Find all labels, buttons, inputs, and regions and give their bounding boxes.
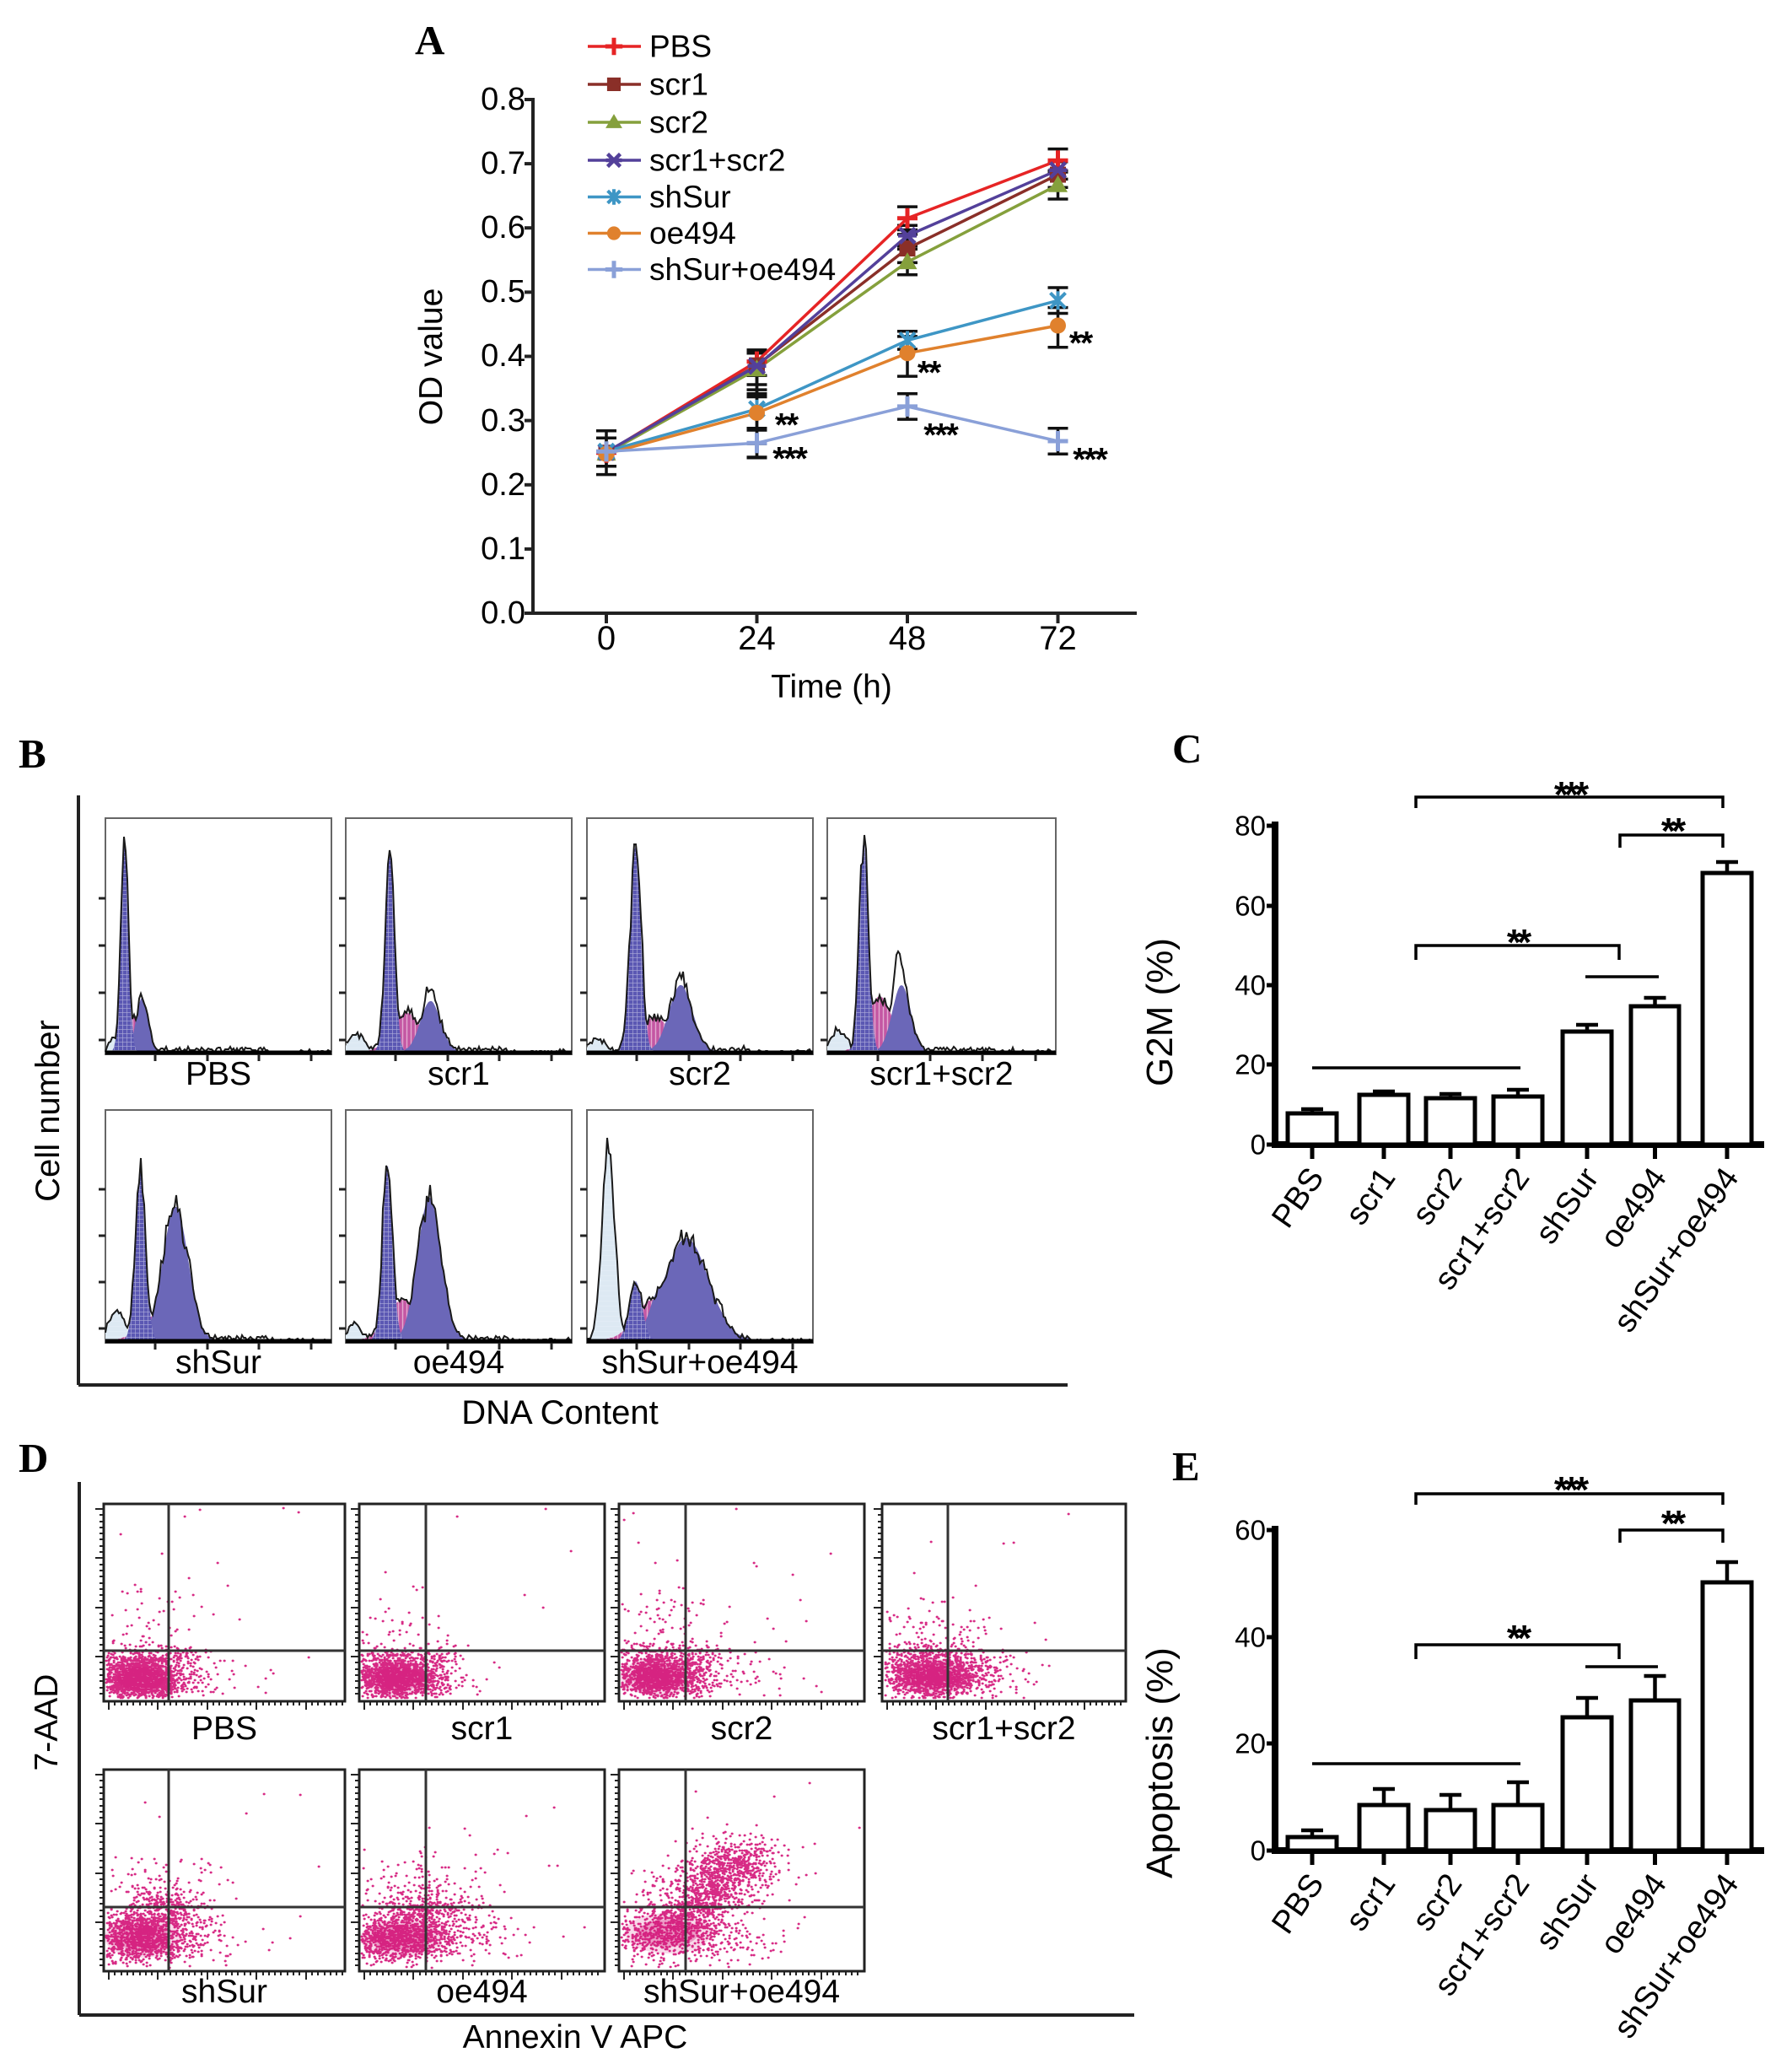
svg-text:scr2: scr2	[1406, 1867, 1470, 1937]
svg-text:72: 72	[1039, 620, 1077, 657]
svg-text:scr1+scr2: scr1+scr2	[932, 1711, 1075, 1747]
svg-text:G2M (%): G2M (%)	[1139, 938, 1181, 1086]
svg-text:0.8: 0.8	[481, 82, 525, 117]
svg-text:Annexin V APC: Annexin V APC	[463, 2019, 688, 2053]
svg-text:DNA Content: DNA Content	[461, 1394, 658, 1431]
svg-text:**: **	[1507, 1618, 1532, 1659]
svg-text:PBS: PBS	[191, 1711, 257, 1747]
svg-text:PBS: PBS	[1265, 1161, 1331, 1234]
svg-text:**: **	[1069, 326, 1094, 362]
svg-text:40: 40	[1235, 1622, 1266, 1653]
svg-text:60: 60	[1235, 891, 1266, 922]
svg-text:0.2: 0.2	[481, 467, 525, 503]
svg-text:0.3: 0.3	[481, 403, 525, 439]
svg-text:scr2: scr2	[649, 105, 708, 140]
svg-text:scr1+scr2: scr1+scr2	[649, 143, 785, 178]
svg-text:40: 40	[1235, 970, 1266, 1001]
svg-text:0: 0	[597, 620, 616, 657]
svg-text:E: E	[1172, 1443, 1200, 1490]
svg-text:PBS: PBS	[649, 30, 712, 64]
svg-text:PBS: PBS	[186, 1056, 251, 1092]
svg-text:shSur+oe494: shSur+oe494	[643, 1974, 840, 2010]
svg-text:0: 0	[1251, 1835, 1266, 1867]
svg-text:0.0: 0.0	[481, 595, 525, 631]
svg-text:**: **	[1661, 1503, 1687, 1544]
svg-text:**: **	[775, 407, 799, 444]
svg-text:7-AAD: 7-AAD	[29, 1674, 65, 1771]
svg-text:**: **	[1507, 922, 1532, 963]
svg-text:D: D	[19, 1435, 48, 1481]
svg-text:scr1+scr2: scr1+scr2	[869, 1056, 1013, 1092]
svg-text:shSur: shSur	[1529, 1867, 1606, 1957]
svg-text:20: 20	[1235, 1728, 1266, 1759]
svg-text:shSur+oe494: shSur+oe494	[649, 252, 836, 287]
svg-text:20: 20	[1235, 1049, 1266, 1080]
svg-text:oe494: oe494	[649, 216, 736, 251]
svg-text:scr1: scr1	[1339, 1161, 1403, 1231]
svg-text:Cell number: Cell number	[30, 1020, 67, 1202]
svg-text:***: ***	[1554, 1469, 1590, 1511]
svg-text:OD value: OD value	[413, 288, 449, 426]
svg-text:0.5: 0.5	[481, 274, 525, 310]
svg-text:scr1: scr1	[1339, 1867, 1403, 1937]
svg-text:0.1: 0.1	[481, 531, 525, 567]
svg-text:Apoptosis (%): Apoptosis (%)	[1139, 1647, 1181, 1878]
svg-text:PBS: PBS	[1265, 1867, 1331, 1940]
svg-text:scr2: scr2	[669, 1056, 731, 1092]
svg-text:shSur: shSur	[181, 1974, 267, 2010]
svg-text:**: **	[918, 355, 942, 391]
svg-text:24: 24	[738, 620, 776, 657]
svg-text:shSur: shSur	[1529, 1161, 1606, 1251]
svg-text:scr1: scr1	[649, 67, 708, 102]
svg-text:B: B	[19, 730, 46, 777]
svg-text:C: C	[1172, 725, 1202, 772]
svg-text:oe494: oe494	[436, 1974, 527, 2010]
svg-text:0.4: 0.4	[481, 338, 525, 374]
svg-text:shSur+oe494: shSur+oe494	[601, 1344, 798, 1381]
svg-text:0.6: 0.6	[481, 210, 525, 245]
svg-text:***: ***	[923, 418, 959, 454]
svg-text:***: ***	[1073, 442, 1108, 478]
svg-text:scr2: scr2	[1406, 1161, 1470, 1231]
svg-text:A: A	[415, 17, 445, 63]
svg-text:60: 60	[1235, 1515, 1266, 1546]
svg-text:0: 0	[1251, 1129, 1266, 1161]
svg-text:Time (h): Time (h)	[771, 669, 892, 705]
svg-text:scr2: scr2	[711, 1711, 773, 1747]
svg-text:scr1: scr1	[428, 1056, 490, 1092]
svg-text:**: **	[1661, 811, 1687, 852]
svg-text:48: 48	[889, 620, 927, 657]
svg-text:80: 80	[1235, 811, 1266, 842]
svg-text:shSur: shSur	[175, 1344, 261, 1381]
svg-text:scr1: scr1	[451, 1711, 514, 1747]
svg-text:oe494: oe494	[413, 1344, 504, 1381]
svg-text:***: ***	[1554, 774, 1590, 816]
svg-text:***: ***	[772, 441, 808, 477]
svg-text:shSur: shSur	[649, 180, 731, 214]
svg-text:0.7: 0.7	[481, 146, 525, 181]
